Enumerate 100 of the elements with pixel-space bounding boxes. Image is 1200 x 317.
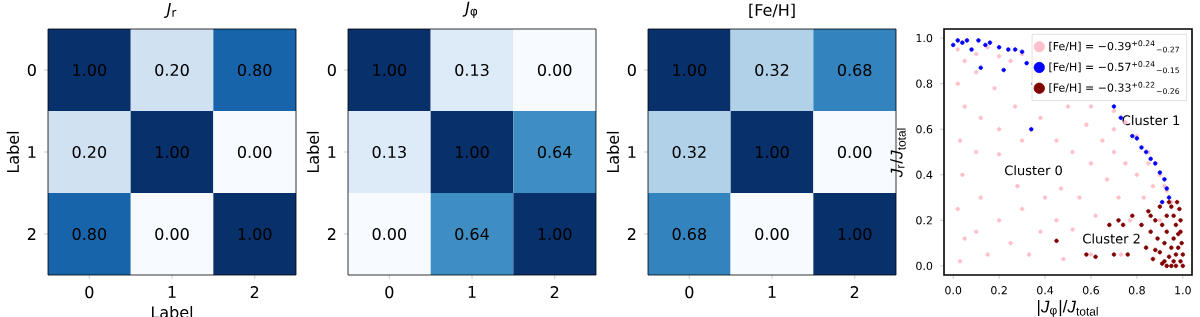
chart-title: J$_{φ}$ [462, 1, 478, 18]
point [1143, 245, 1149, 250]
point [1179, 240, 1184, 246]
x-tick-label: 2 [550, 286, 559, 298]
point [969, 47, 974, 52]
point [1130, 213, 1135, 218]
point [1084, 252, 1089, 257]
y-axis-title: Label [606, 131, 620, 173]
x-tick-label: 1 [468, 286, 476, 298]
point [1139, 145, 1144, 150]
x-tick-label: 0.6 [1082, 286, 1100, 295]
point [1111, 252, 1117, 257]
point [1146, 209, 1151, 214]
point [1116, 218, 1121, 223]
data-label: 1.00 [73, 63, 107, 77]
annotation: Cluster 1 [1122, 115, 1180, 126]
point [1171, 236, 1176, 241]
point [1001, 67, 1006, 73]
x-tick-label: 0 [85, 286, 94, 299]
data-label: 0.00 [837, 145, 872, 159]
data-label: 0.20 [155, 63, 189, 77]
point [950, 42, 956, 48]
point [1130, 133, 1135, 139]
data-label: 0.80 [237, 63, 272, 77]
point [1148, 229, 1153, 234]
point [1164, 263, 1169, 269]
point [1153, 161, 1158, 166]
x-tick-label: 2 [250, 286, 259, 298]
x-tick-label: 0.2 [991, 286, 1007, 295]
point [1153, 218, 1158, 223]
y-axis-title: Label [306, 131, 320, 173]
point [1169, 204, 1174, 209]
point [1169, 245, 1174, 250]
point [1162, 240, 1167, 246]
point [1150, 256, 1156, 262]
data-label: 0.68 [672, 227, 707, 241]
point [1166, 195, 1172, 200]
point [1153, 247, 1158, 253]
data-label: 0.00 [372, 227, 407, 241]
y-tick-label: 1 [328, 146, 336, 158]
point [1178, 259, 1183, 264]
point [955, 38, 960, 43]
point [960, 40, 965, 45]
point [1012, 47, 1018, 52]
point [1169, 263, 1174, 269]
point [1166, 254, 1172, 259]
point [1139, 222, 1144, 228]
point [1093, 254, 1098, 259]
point [1006, 47, 1011, 52]
x-tick-label: 0 [385, 286, 394, 299]
data-label: 0.32 [672, 145, 706, 159]
y-tick-label: 0.0 [916, 261, 933, 271]
data-label: 1.00 [455, 145, 489, 159]
point [1111, 104, 1117, 109]
point [1157, 204, 1163, 209]
data-label: 1.00 [755, 145, 789, 159]
data-label: 0.32 [755, 63, 789, 77]
y-tick-label: 1 [28, 146, 36, 158]
point [1159, 222, 1165, 228]
point [976, 38, 981, 43]
data-label: 1.00 [673, 63, 707, 77]
y-axis-title: Label [6, 131, 20, 173]
y-tick-label: 2 [627, 228, 636, 240]
point [1180, 263, 1186, 269]
point [1054, 238, 1059, 244]
point [1177, 206, 1182, 212]
chart-title: J$_{r}$ [164, 3, 177, 18]
annotation: Cluster 2 [1083, 233, 1140, 244]
point [1164, 229, 1169, 234]
data-label: 0.64 [537, 145, 572, 159]
data-label: 0.00 [537, 63, 572, 77]
y-tick-label: 0.2 [916, 216, 932, 225]
y-tick-label: 0 [627, 63, 636, 77]
point [978, 65, 983, 70]
point [1173, 263, 1179, 269]
point [1162, 259, 1167, 264]
data-label: 1.00 [538, 227, 572, 241]
x-tick-label: 0 [685, 286, 694, 299]
data-label: 0.00 [755, 227, 789, 241]
point [1176, 245, 1181, 250]
point [1180, 252, 1186, 257]
point [964, 38, 970, 43]
y-tick-label: 1 [628, 146, 636, 158]
point [1107, 222, 1112, 228]
y-tick-label: 2 [27, 228, 36, 240]
annotation: Cluster 0 [1005, 165, 1062, 176]
y-tick-label: 0.8 [916, 79, 933, 88]
x-tick-label: 0.8 [1128, 286, 1145, 295]
point [1120, 222, 1126, 228]
x-tick-label: 0.0 [945, 286, 962, 295]
point [1178, 218, 1183, 223]
point [1148, 156, 1153, 162]
data-label: 1.00 [373, 63, 407, 77]
data-label: 1.00 [838, 227, 872, 241]
data-label: 0.68 [837, 63, 872, 77]
y-tick-label: 0 [327, 63, 336, 77]
point [996, 45, 1002, 50]
point [1029, 127, 1034, 132]
data-label: 0.13 [455, 63, 489, 77]
data-label: 0.64 [455, 227, 489, 241]
